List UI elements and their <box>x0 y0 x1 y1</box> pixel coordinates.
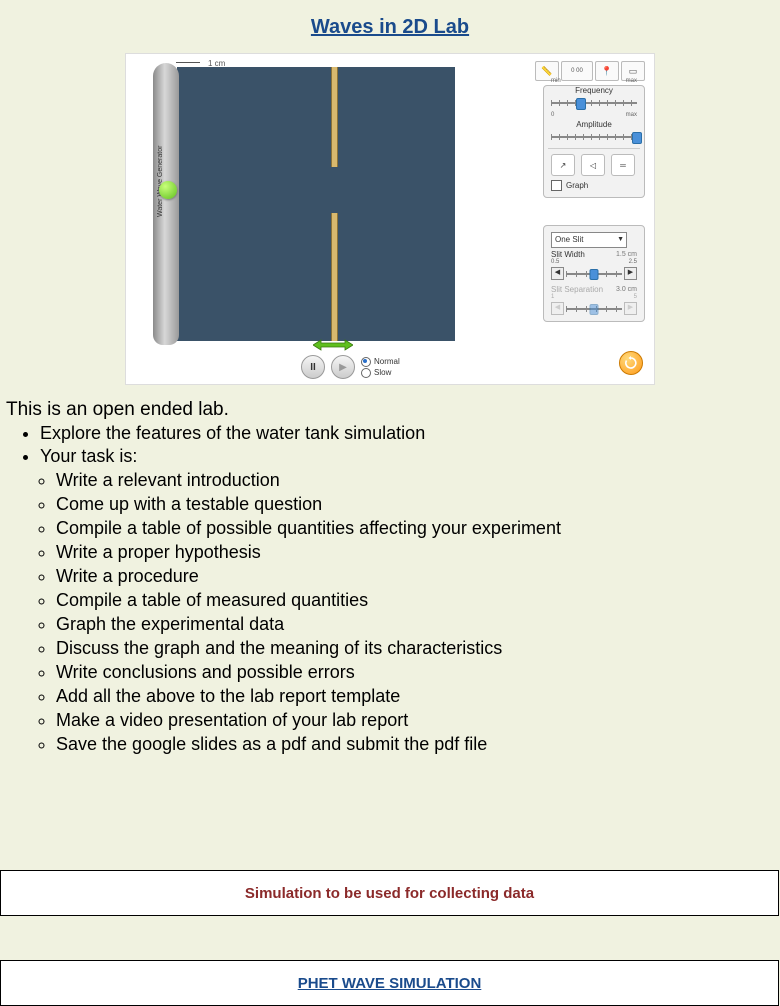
speed-normal-radio[interactable]: Normal <box>361 356 400 367</box>
page-title: Waves in 2D Lab <box>0 0 780 39</box>
slit-width-inc[interactable]: ▶ <box>624 267 637 280</box>
slit-sep-label: Slit Separation <box>551 285 603 294</box>
simulation-screenshot: 1 cm Water Wave Generator II ▶ Normal Sl… <box>125 53 655 385</box>
list-item: Compile a table of possible quantities a… <box>56 518 780 539</box>
intro-line: This is an open ended lab. <box>0 399 780 421</box>
amplitude-label: Amplitude <box>551 120 637 129</box>
frequency-label: Frequency <box>551 86 637 95</box>
slit-width-label: Slit Width <box>551 250 585 259</box>
footer-link[interactable]: PHET WAVE SIMULATION <box>1 961 779 1006</box>
slit-width-slider[interactable]: ◀ ▶ <box>551 267 637 280</box>
slit-sep-value: 3.0 cm <box>616 286 637 293</box>
slit-width-dec[interactable]: ◀ <box>551 267 564 280</box>
list-item: Save the google slides as a pdf and subm… <box>56 734 780 755</box>
list-item: Write a proper hypothesis <box>56 542 780 563</box>
list-item: Write a procedure <box>56 566 780 587</box>
list-item: Discuss the graph and the meaning of its… <box>56 638 780 659</box>
reset-button[interactable] <box>619 351 643 375</box>
list-item: Come up with a testable question <box>56 494 780 515</box>
list-item: Graph the experimental data <box>56 614 780 635</box>
slit-dropdown[interactable]: One Slit <box>551 232 627 248</box>
water-drop-button[interactable] <box>159 181 177 199</box>
wave-panel: minmax Frequency 0max Amplitude ↗ ◁ ═ Gr… <box>543 85 645 198</box>
step-button[interactable]: ▶ <box>331 355 355 379</box>
speed-slow-radio[interactable]: Slow <box>361 367 400 378</box>
footer-tables: Simulation to be used for collecting dat… <box>0 870 779 1006</box>
list-item: Explore the features of the water tank s… <box>40 423 780 444</box>
footer-header: Simulation to be used for collecting dat… <box>1 871 779 916</box>
view-side-icon[interactable]: ◁ <box>581 154 605 176</box>
slit-sep-slider: ◀ ▶ <box>551 302 637 315</box>
top-bullets: Explore the features of the water tank s… <box>40 423 780 467</box>
slit-width-value: 1.5 cm <box>616 251 637 258</box>
view-top-icon[interactable]: ↗ <box>551 154 575 176</box>
list-item: Compile a table of measured quantities <box>56 590 780 611</box>
graph-checkbox[interactable]: Graph <box>551 180 637 191</box>
water-tank <box>177 67 455 341</box>
list-item: Write conclusions and possible errors <box>56 662 780 683</box>
list-item: Your task is: <box>40 446 780 467</box>
list-item: Add all the above to the lab report temp… <box>56 686 780 707</box>
slit-panel: One Slit Slit Width 1.5 cm 0.52.5 ◀ ▶ Sl… <box>543 225 645 322</box>
drag-arrow-icon <box>313 339 353 351</box>
pause-button[interactable]: II <box>301 355 325 379</box>
list-item: Write a relevant introduction <box>56 470 780 491</box>
slit-barrier <box>331 67 336 341</box>
frequency-slider[interactable] <box>551 97 637 109</box>
list-item: Make a video presentation of your lab re… <box>56 710 780 731</box>
amplitude-slider[interactable] <box>551 131 637 143</box>
view-both-icon[interactable]: ═ <box>611 154 635 176</box>
task-bullets: Write a relevant introduction Come up wi… <box>56 470 780 755</box>
